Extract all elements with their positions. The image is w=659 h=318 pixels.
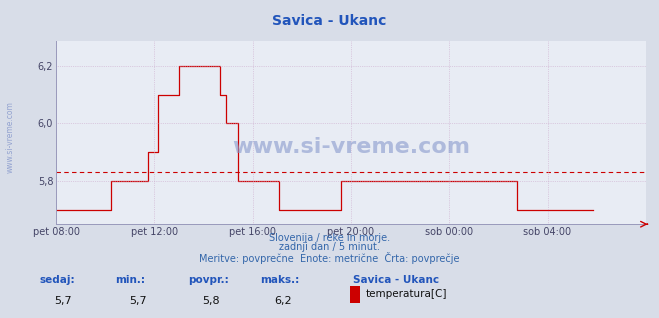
Text: Meritve: povprečne  Enote: metrične  Črta: povprečje: Meritve: povprečne Enote: metrične Črta:… xyxy=(199,252,460,264)
Text: povpr.:: povpr.: xyxy=(188,275,229,285)
Text: maks.:: maks.: xyxy=(260,275,300,285)
Text: 5,8: 5,8 xyxy=(202,296,219,306)
Text: min.:: min.: xyxy=(115,275,146,285)
Text: 5,7: 5,7 xyxy=(54,296,71,306)
Text: Savica - Ukanc: Savica - Ukanc xyxy=(272,14,387,28)
Text: Savica - Ukanc: Savica - Ukanc xyxy=(353,275,439,285)
Text: zadnji dan / 5 minut.: zadnji dan / 5 minut. xyxy=(279,242,380,252)
Text: Slovenija / reke in morje.: Slovenija / reke in morje. xyxy=(269,233,390,243)
Text: sedaj:: sedaj: xyxy=(40,275,75,285)
Text: www.si-vreme.com: www.si-vreme.com xyxy=(5,101,14,173)
Text: www.si-vreme.com: www.si-vreme.com xyxy=(232,137,470,157)
Text: 6,2: 6,2 xyxy=(275,296,292,306)
Text: 5,7: 5,7 xyxy=(130,296,147,306)
Text: temperatura[C]: temperatura[C] xyxy=(366,289,447,299)
